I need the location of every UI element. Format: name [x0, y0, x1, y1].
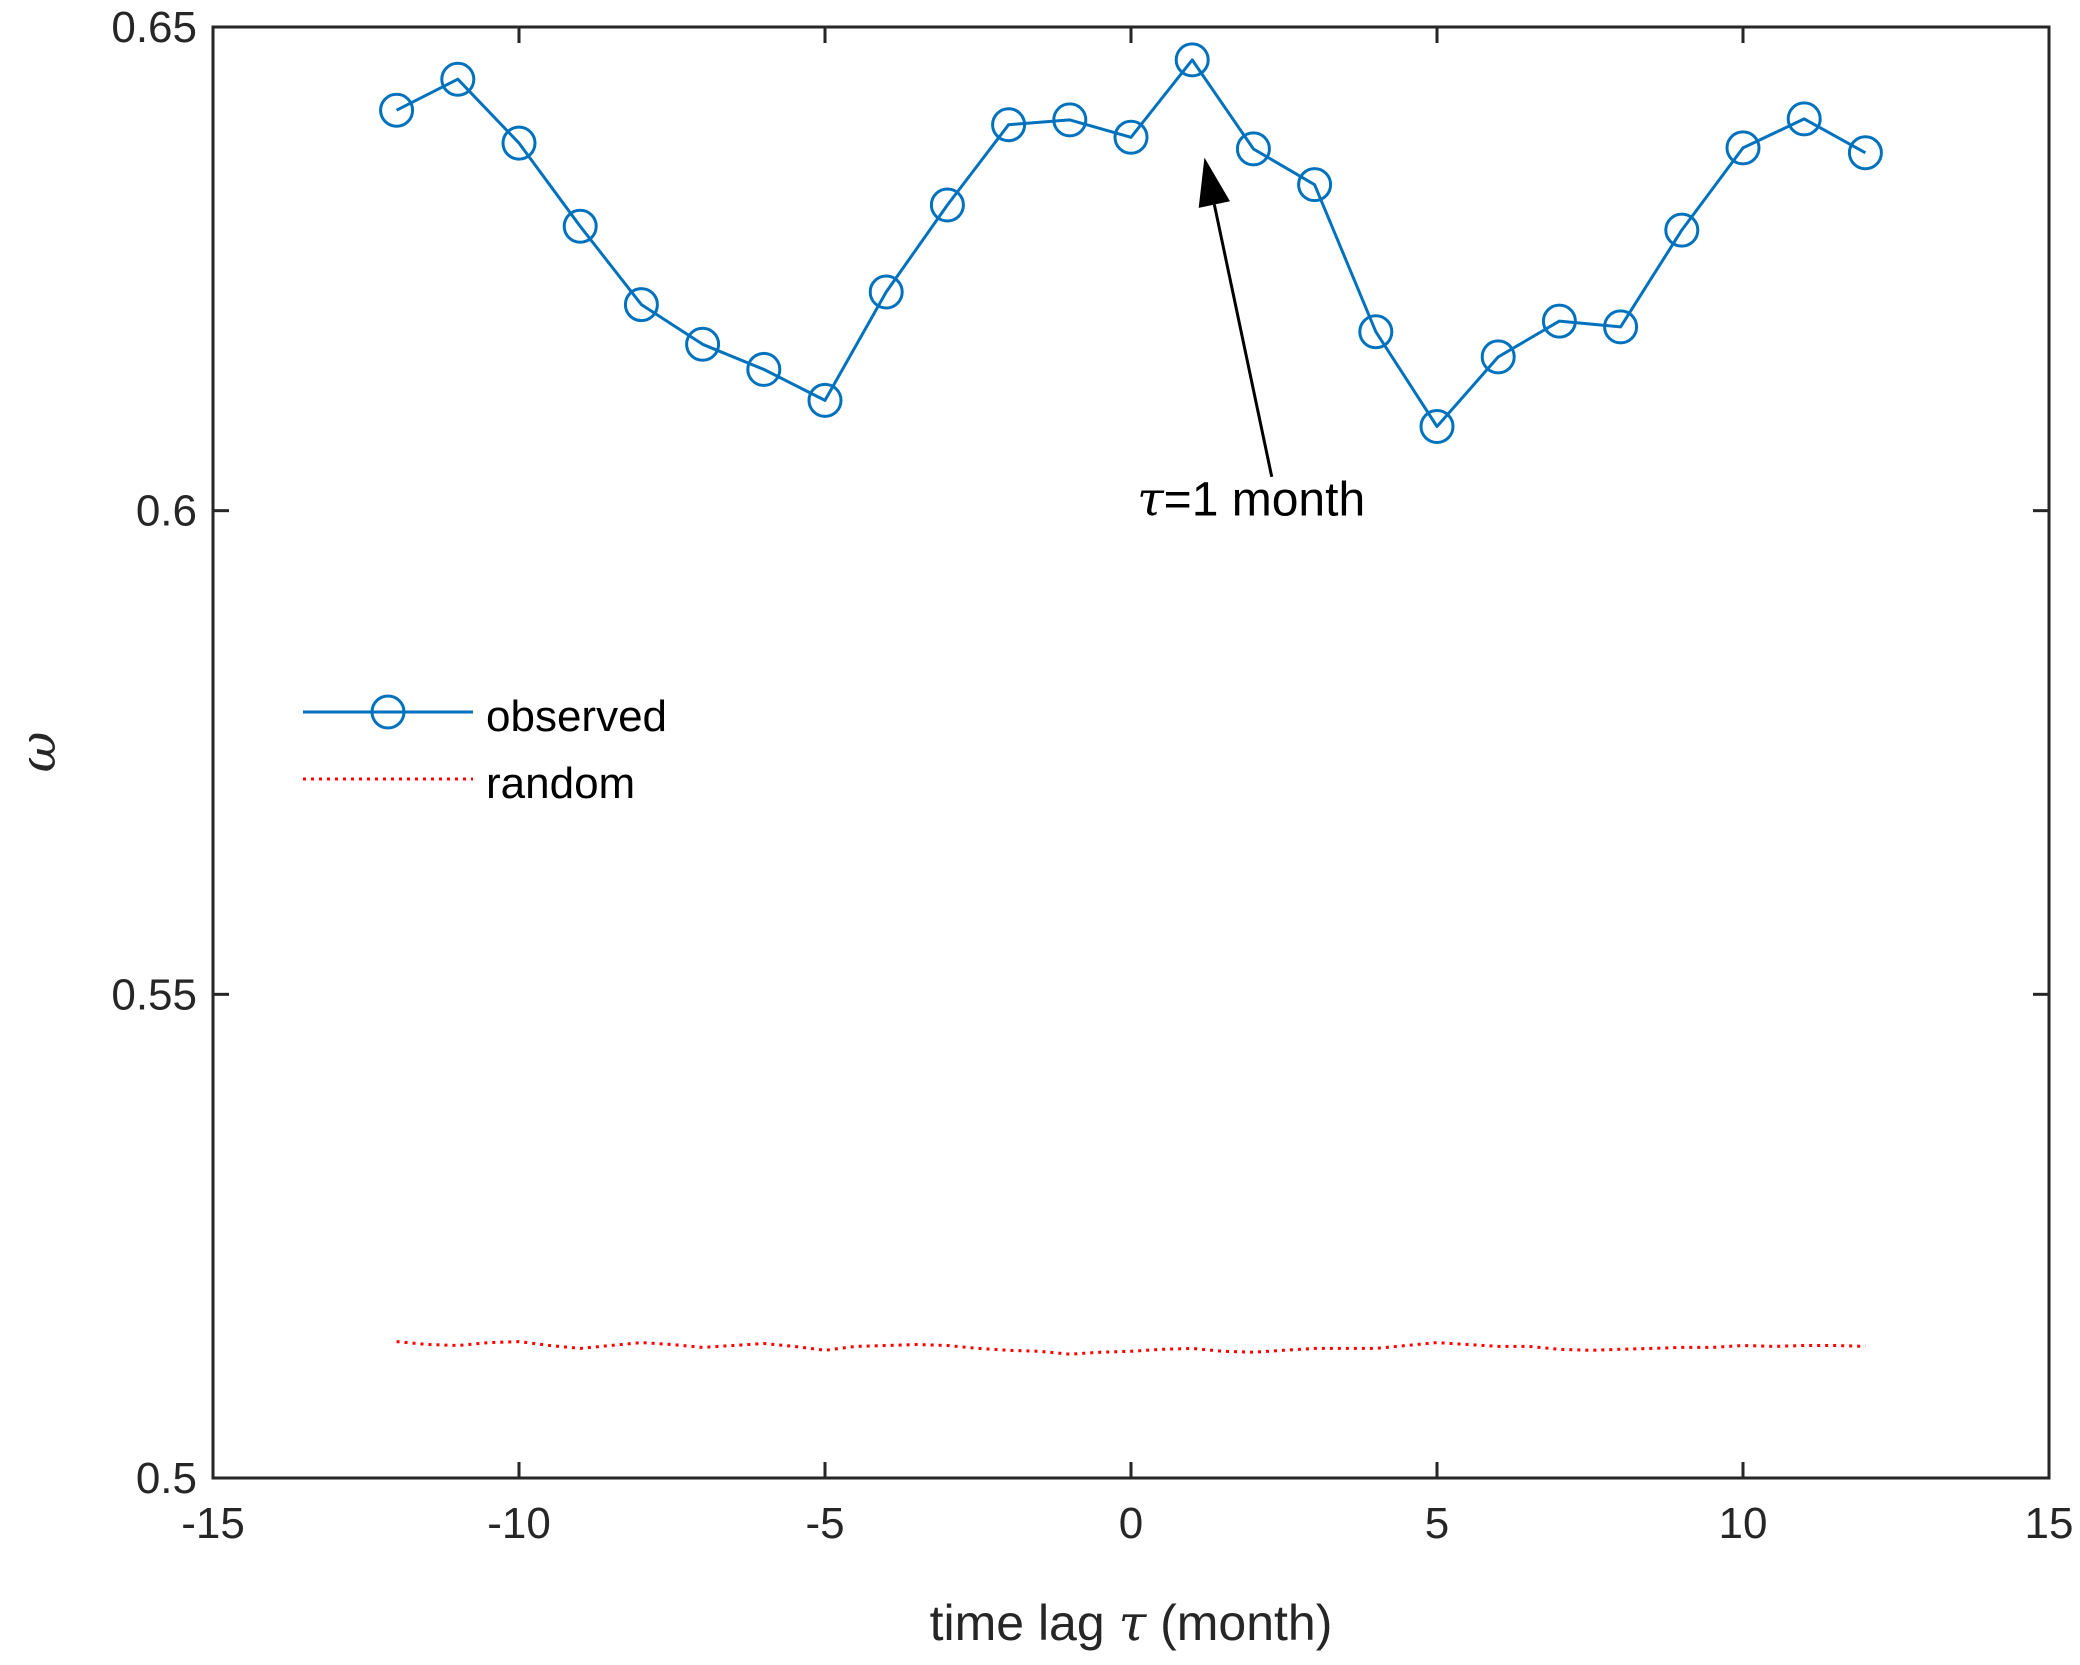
data-point-observed	[1664, 212, 1700, 248]
data-point-observed	[807, 382, 843, 418]
x-tick-label: -15	[181, 1499, 245, 1548]
data-point-observed	[1480, 339, 1516, 375]
data-point-observed	[1725, 130, 1761, 166]
x-axis-label-suffix: (month)	[1146, 1595, 1332, 1651]
x-axis-label: time lag τ (month)	[930, 1594, 1333, 1652]
x-tick-label: -5	[805, 1499, 844, 1548]
data-point-observed	[1358, 314, 1394, 350]
data-point-observed	[1419, 409, 1455, 445]
series-line-observed	[395, 58, 1867, 428]
data-point-observed	[1174, 42, 1210, 78]
annotation-arrow-head	[1198, 157, 1231, 208]
data-point-observed	[685, 326, 721, 362]
data-point-observed	[1786, 101, 1822, 137]
x-axis-label-prefix: time lag	[930, 1595, 1119, 1651]
annotation-text: =1 month	[1164, 474, 1365, 527]
y-tick-label: 0.55	[111, 970, 197, 1019]
legend-marker-observed	[370, 694, 406, 730]
y-tick-label: 0.65	[111, 3, 197, 52]
annotation-label: τ=1 month	[1137, 472, 1365, 528]
series-line-random	[396, 1340, 1866, 1356]
legend: observed random	[303, 692, 667, 808]
legend-label-random: random	[486, 759, 635, 808]
plot-background	[213, 27, 2049, 1478]
y-axis-label: ω	[9, 732, 67, 773]
data-point-observed	[1541, 303, 1577, 339]
y-tick-label: 0.5	[136, 1454, 197, 1503]
data-point-observed	[1235, 131, 1271, 167]
data-point-observed	[746, 351, 782, 387]
x-axis-label-symbol: τ	[1119, 1594, 1148, 1652]
data-point-observed	[562, 208, 598, 244]
data-point-observed	[929, 187, 965, 223]
data-point-observed	[379, 92, 415, 128]
data-point-observed	[1113, 119, 1149, 155]
x-tick-label: -10	[487, 1499, 551, 1548]
y-tick-label: 0.6	[136, 487, 197, 536]
data-point-observed	[1603, 309, 1639, 345]
data-point-observed	[501, 125, 537, 161]
data-point-observed	[1297, 167, 1333, 203]
annotation-arrow-shaft	[1212, 204, 1274, 478]
x-tick-label: 10	[1719, 1499, 1768, 1548]
tick-layer: -15 -10 -5 0 5 10 15 0.5 0.55 0.6 0.65	[111, 3, 2073, 1548]
series-layer	[379, 42, 1883, 1356]
data-point-observed	[440, 61, 476, 97]
x-tick-label: 15	[2025, 1499, 2074, 1548]
annotation-symbol: τ	[1137, 472, 1165, 528]
x-tick-label: 5	[1425, 1499, 1449, 1548]
x-tick-label: 0	[1119, 1499, 1143, 1548]
annotation-layer: τ=1 month	[1137, 157, 1365, 528]
legend-label-observed: observed	[486, 692, 667, 741]
data-point-observed	[1052, 102, 1088, 138]
data-point-observed	[1847, 135, 1883, 171]
data-point-observed	[991, 107, 1027, 143]
data-point-observed	[868, 274, 904, 310]
data-point-observed	[623, 287, 659, 323]
